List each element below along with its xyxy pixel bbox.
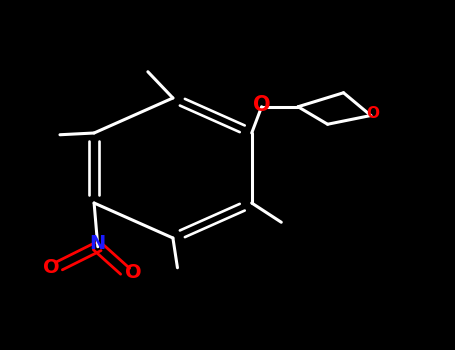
Text: O: O bbox=[367, 106, 379, 121]
Text: O: O bbox=[253, 95, 270, 115]
Text: N: N bbox=[90, 234, 106, 253]
Text: O: O bbox=[43, 258, 59, 277]
Text: O: O bbox=[125, 264, 142, 282]
